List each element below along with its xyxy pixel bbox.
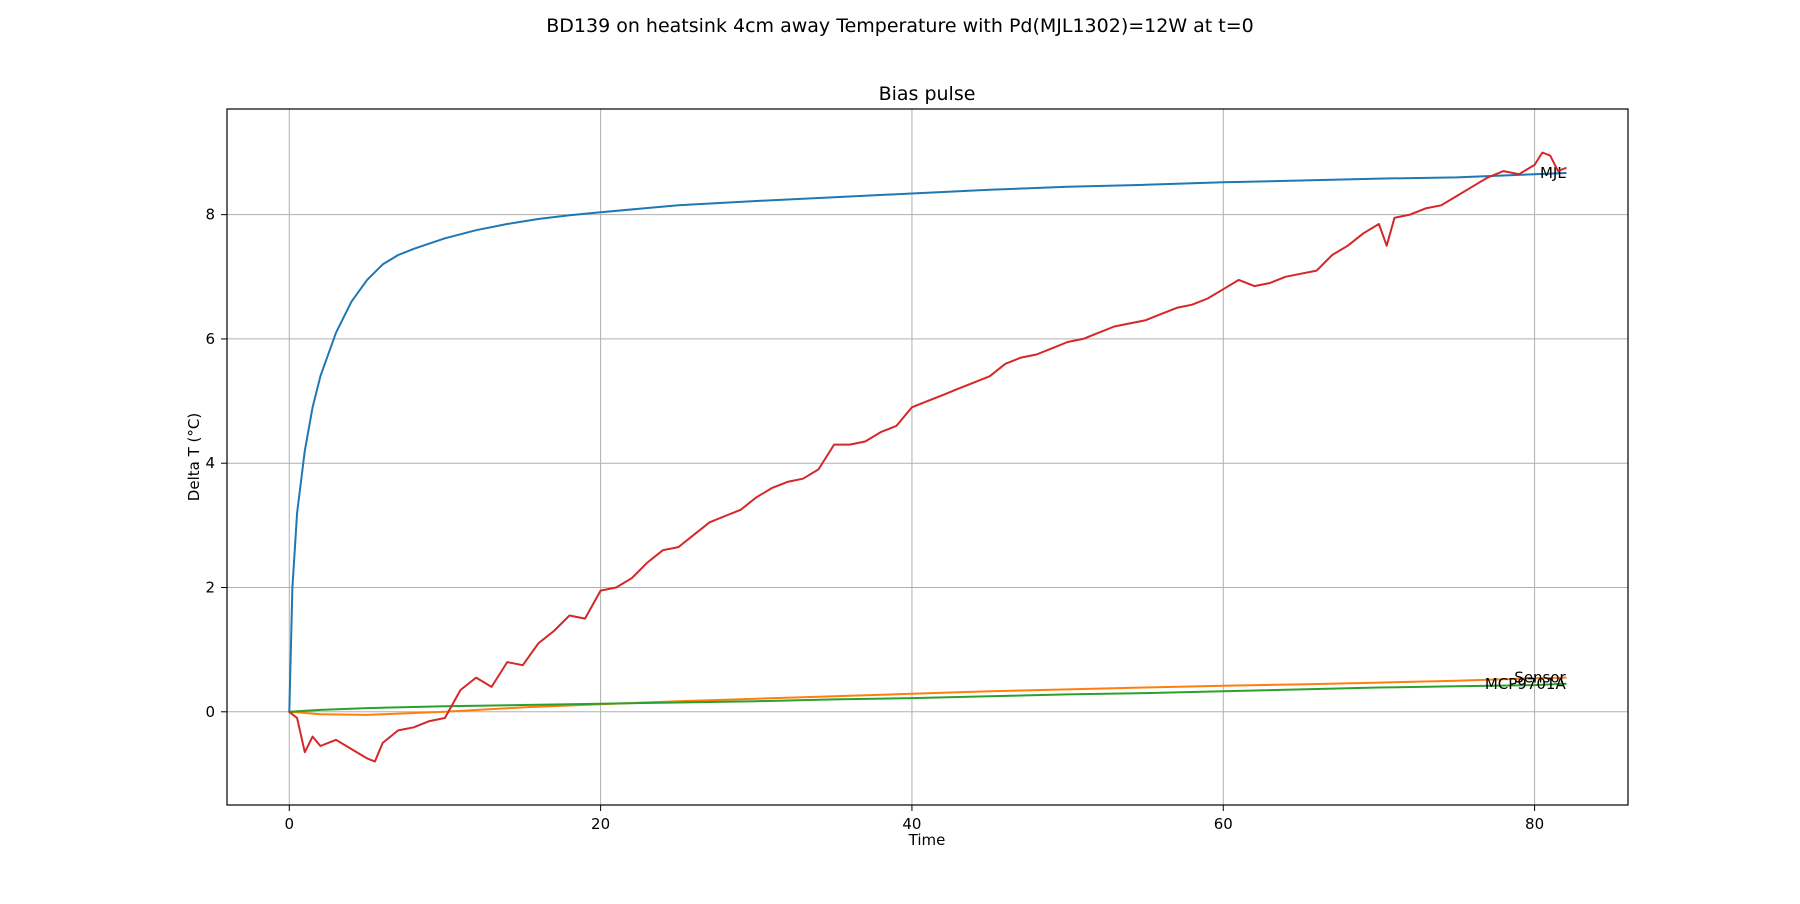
y-tick-label: 0 <box>205 703 215 721</box>
series-label-sensor: Sensor <box>1514 669 1566 687</box>
series-label-mcp9701a: MCP9701A <box>1485 675 1567 693</box>
series-line-sensor <box>288 676 1567 716</box>
series-line-mcp9701a <box>288 682 1567 713</box>
y-tick-label: 6 <box>205 330 215 348</box>
y-tick-label: 2 <box>205 579 215 597</box>
y-tick-label: 8 <box>205 206 215 224</box>
series-line-mjl <box>288 172 1567 713</box>
y-tick-label: 4 <box>205 454 215 472</box>
x-tick-label: 20 <box>591 815 610 833</box>
x-tick-label: 60 <box>1214 815 1233 833</box>
chart-suptitle: BD139 on heatsink 4cm away Temperature w… <box>546 15 1254 37</box>
series-label-mjl: MJL <box>1540 164 1566 182</box>
grid <box>227 109 1628 805</box>
x-tick-label: 0 <box>284 815 294 833</box>
x-tick-label: 40 <box>902 815 921 833</box>
plot-frame <box>226 108 1629 806</box>
x-axis-label: Time <box>908 831 946 849</box>
x-tick-label: 80 <box>1525 815 1544 833</box>
y-axis-label: Delta T (°C) <box>185 413 203 501</box>
axis-ticks: 0 20 40 60 80 0 2 4 6 8 <box>205 206 1544 833</box>
series-line-series-3 <box>288 151 1567 763</box>
axes-title: Bias pulse <box>879 83 976 105</box>
